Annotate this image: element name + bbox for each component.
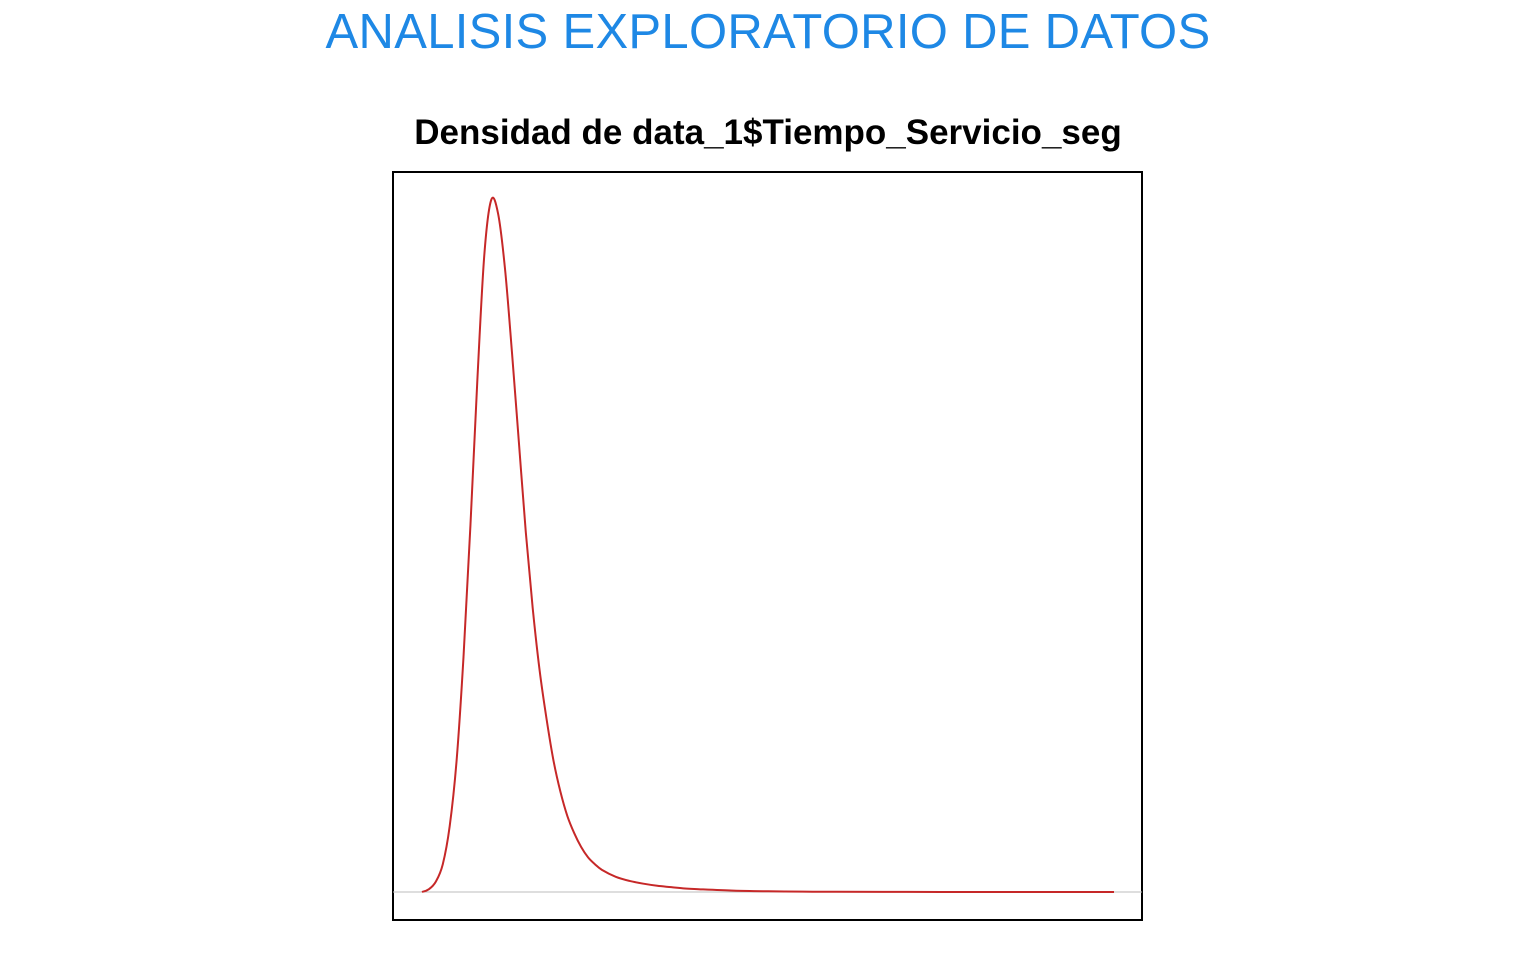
density-line xyxy=(421,196,1114,894)
plot-frame xyxy=(392,171,1143,921)
page-title: ANALISIS EXPLORATORIO DE DATOS xyxy=(325,5,1211,59)
chart-title: Densidad de data_1$Tiempo_Servicio_seg xyxy=(414,113,1122,152)
